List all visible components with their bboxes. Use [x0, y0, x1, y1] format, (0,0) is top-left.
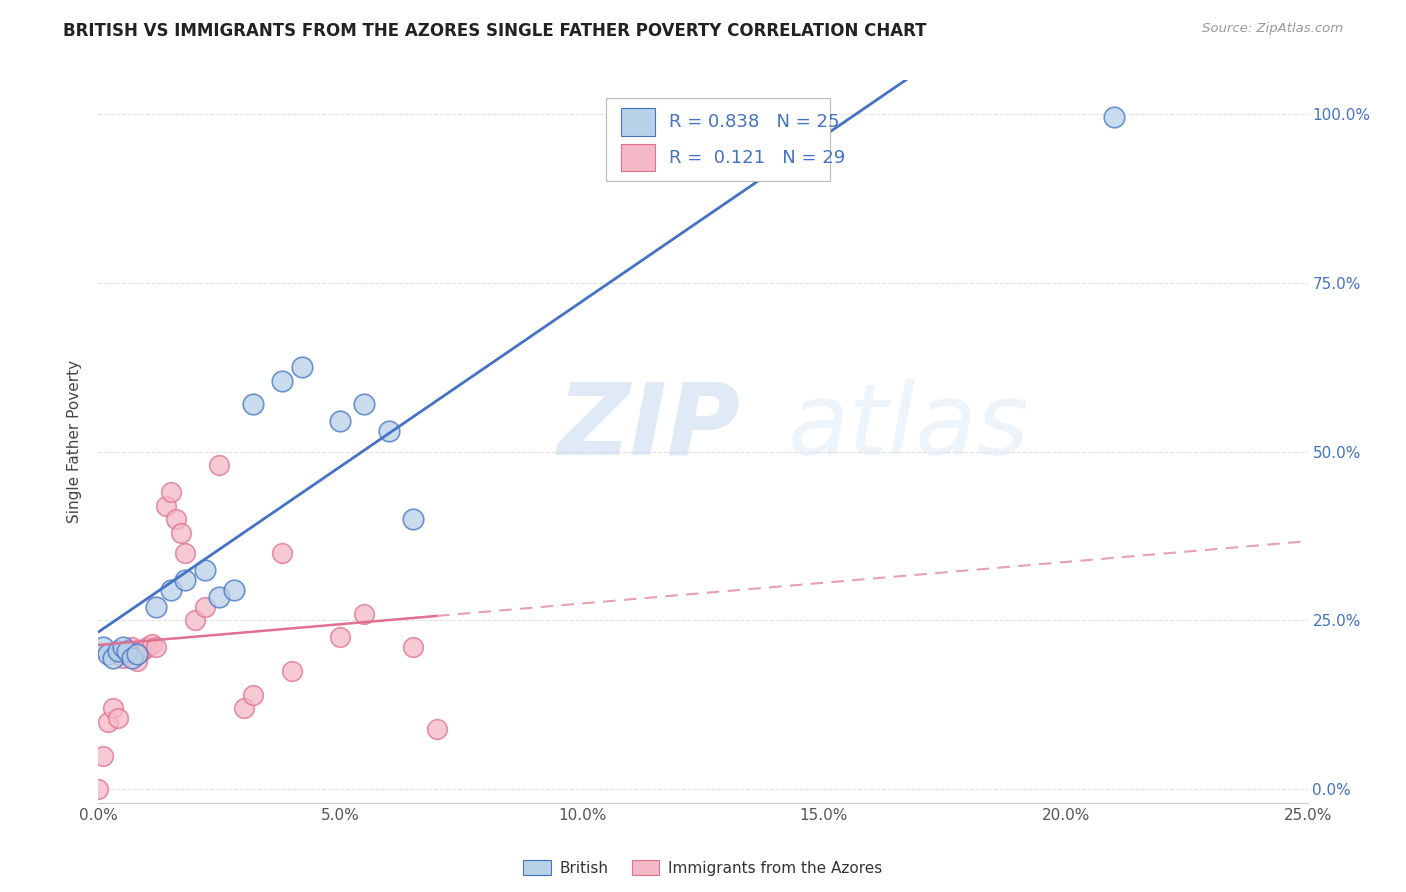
Point — [91, 640, 114, 655]
Point — [91, 748, 114, 763]
Point — [107, 644, 129, 658]
Point — [169, 525, 191, 540]
Text: atlas: atlas — [787, 378, 1029, 475]
Point — [184, 614, 207, 628]
Text: R = 0.838   N = 25: R = 0.838 N = 25 — [669, 113, 839, 131]
Point — [141, 637, 163, 651]
Text: BRITISH VS IMMIGRANTS FROM THE AZORES SINGLE FATHER POVERTY CORRELATION CHART: BRITISH VS IMMIGRANTS FROM THE AZORES SI… — [63, 22, 927, 40]
Point — [242, 688, 264, 702]
Point — [789, 111, 811, 125]
Point — [353, 397, 375, 411]
Point — [194, 599, 217, 614]
Point — [160, 485, 183, 500]
Point — [127, 654, 149, 668]
Point — [208, 458, 231, 472]
Point — [716, 111, 738, 125]
Point — [101, 701, 124, 715]
Point — [174, 573, 197, 587]
Point — [271, 546, 294, 560]
Point — [121, 640, 143, 655]
Point — [145, 640, 167, 655]
Point — [174, 546, 197, 560]
Text: R =  0.121   N = 29: R = 0.121 N = 29 — [669, 149, 845, 167]
Point — [165, 512, 187, 526]
Point — [131, 644, 153, 658]
Point — [101, 650, 124, 665]
Point — [402, 512, 425, 526]
Point — [107, 711, 129, 725]
Point — [271, 374, 294, 388]
Point — [353, 607, 375, 621]
Point — [117, 647, 139, 661]
Point — [402, 640, 425, 655]
Point — [121, 650, 143, 665]
Text: ZIP: ZIP — [558, 378, 741, 475]
Point — [281, 664, 304, 678]
Point — [111, 650, 134, 665]
Y-axis label: Single Father Poverty: Single Father Poverty — [67, 360, 83, 523]
FancyBboxPatch shape — [621, 109, 655, 136]
Point — [135, 640, 157, 655]
Point — [160, 583, 183, 598]
Point — [155, 499, 177, 513]
Point — [290, 360, 312, 375]
Point — [232, 701, 254, 715]
Point — [97, 714, 120, 729]
FancyBboxPatch shape — [621, 144, 655, 171]
Point — [87, 782, 110, 797]
Point — [194, 563, 217, 577]
Text: Source: ZipAtlas.com: Source: ZipAtlas.com — [1202, 22, 1343, 36]
Point — [242, 397, 264, 411]
Point — [222, 583, 245, 598]
Point — [1102, 111, 1125, 125]
Point — [117, 644, 139, 658]
Point — [329, 414, 352, 428]
Point — [668, 111, 690, 125]
Point — [145, 599, 167, 614]
Point — [426, 722, 449, 736]
Legend: British, Immigrants from the Azores: British, Immigrants from the Azores — [517, 854, 889, 882]
Point — [208, 590, 231, 604]
Point — [377, 425, 399, 439]
Point — [97, 647, 120, 661]
Point — [111, 640, 134, 655]
Point — [329, 631, 352, 645]
Point — [127, 647, 149, 661]
FancyBboxPatch shape — [606, 98, 830, 181]
